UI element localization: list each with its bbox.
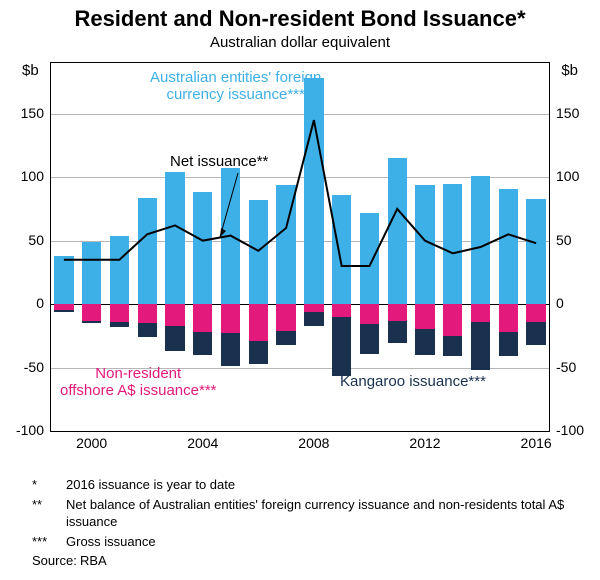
chart-title: Resident and Non-resident Bond Issuance* [0, 0, 600, 32]
y-tick-left: -50 [24, 359, 44, 375]
y-tick-right: -50 [556, 359, 576, 375]
y-tick-left: -100 [16, 422, 44, 438]
y-tick-right: 150 [556, 105, 579, 121]
label-offshore: Non-resident offshore A$ issuance*** [60, 365, 217, 399]
label-foreign-currency: Australian entities' foreign currency is… [150, 69, 321, 103]
chart-subtitle: Australian dollar equivalent [0, 34, 600, 51]
footnote-text: Net balance of Australian entities' fore… [66, 496, 580, 531]
y-unit-left: $b [22, 62, 39, 79]
source-value: RBA [66, 552, 580, 570]
footnotes: *2016 issuance is year to date**Net bala… [32, 476, 580, 572]
chart-area: -100-100-50-5000505010010015015020002004… [50, 62, 550, 432]
plot-area: -100-100-50-5000505010010015015020002004… [50, 63, 550, 431]
x-tick-label: 2008 [298, 435, 329, 451]
footnote-text: 2016 issuance is year to date [66, 476, 580, 494]
footnote-row: ***Gross issuance [32, 533, 580, 551]
footnote-marker: ** [32, 496, 66, 531]
y-unit-right: $b [561, 62, 578, 79]
x-tick-label: 2004 [187, 435, 218, 451]
y-tick-left: 100 [21, 168, 44, 184]
net-line [64, 120, 536, 266]
y-tick-left: 150 [21, 105, 44, 121]
footnote-row: **Net balance of Australian entities' fo… [32, 496, 580, 531]
footnote-row: *2016 issuance is year to date [32, 476, 580, 494]
source-row: Source: RBA [32, 552, 580, 570]
footnote-marker: *** [32, 533, 66, 551]
y-tick-right: -100 [556, 422, 584, 438]
x-tick-label: 2012 [409, 435, 440, 451]
x-tick-label: 2016 [521, 435, 552, 451]
label-kangaroo: Kangaroo issuance*** [340, 373, 486, 390]
x-tick-label: 2000 [76, 435, 107, 451]
label-net: Net issuance** [170, 153, 268, 170]
footnote-text: Gross issuance [66, 533, 580, 551]
y-tick-left: 0 [36, 295, 44, 311]
footnote-marker: * [32, 476, 66, 494]
y-tick-right: 100 [556, 168, 579, 184]
figure-container: Resident and Non-resident Bond Issuance*… [0, 0, 600, 580]
y-tick-right: 0 [556, 295, 564, 311]
y-tick-right: 50 [556, 232, 572, 248]
y-tick-left: 50 [28, 232, 44, 248]
source-label: Source: [32, 552, 66, 570]
